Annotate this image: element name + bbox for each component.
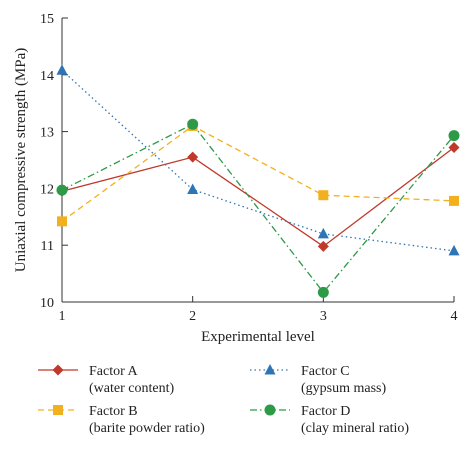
legend-sublabel: (clay mineral ratio) [301,421,409,436]
series-factor-d [56,118,460,298]
series-factor-b [57,120,459,227]
legend-marker-square [53,405,63,415]
data-point-triangle [56,64,68,75]
x-tick-label: 4 [451,309,458,324]
data-point-diamond [317,240,329,252]
legend: Factor A (water content) Factor B (barite p… [38,364,409,436]
data-point-triangle [448,244,460,256]
legend-label: Factor A [89,364,138,379]
series-line [61,146,455,248]
legend-sublabel: (gypsum mass) [301,381,387,396]
y-tick-label: 11 [41,239,54,254]
series-factor-c [56,64,460,256]
data-point-circle [187,118,199,130]
y-tick-label: 12 [40,182,54,197]
legend-label: Factor D [301,404,350,419]
series-factor-a [56,142,460,252]
legend-item: Factor A (water content) [38,364,174,396]
x-tick-label: 3 [320,309,327,324]
y-tick-label: 10 [40,296,54,311]
legend-label: Factor C [301,364,350,379]
legend-label: Factor B [89,404,138,419]
data-point-square [318,190,329,201]
y-tick-label: 14 [40,69,54,84]
data-point-circle [317,286,329,298]
data-point-diamond [187,151,199,163]
y-tick-label: 15 [40,12,54,27]
x-tick-label: 1 [59,309,66,324]
data-point-square [449,195,459,206]
data-point-square [57,216,67,227]
series-layer [56,64,460,298]
series-line [61,125,455,222]
x-axis-ticks: 1 2 3 4 [59,296,458,324]
legend-item: Factor D (clay mineral ratio) [250,404,409,436]
legend-sublabel: (water content) [89,381,174,396]
legend-marker-circle [264,404,276,416]
legend-marker-triangle [264,364,276,375]
legend-item: Factor B (barite powder ratio) [38,404,205,436]
legend-item: Factor C (gypsum mass) [250,364,387,396]
y-tick-label: 13 [40,126,54,141]
series-line [61,123,455,294]
y-axis-title: Uniaxial compressive strength (MPa) [13,48,29,273]
data-point-circle [448,130,460,142]
legend-marker-diamond [52,364,64,376]
data-point-triangle [187,183,199,195]
data-point-diamond [448,142,460,154]
x-tick-label: 2 [189,309,196,324]
data-point-circle [56,184,68,196]
x-axis-title: Experimental level [201,329,315,345]
legend-sublabel: (barite powder ratio) [89,421,205,436]
data-point-triangle [317,227,329,239]
y-axis-ticks: 10 11 12 13 14 15 [40,12,68,311]
